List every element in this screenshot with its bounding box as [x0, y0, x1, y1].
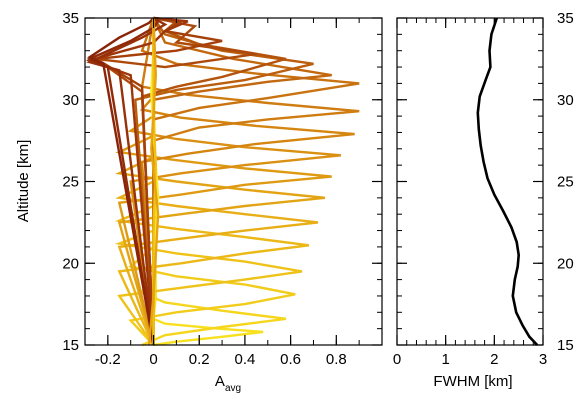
kernel-line-23	[147, 17, 160, 346]
kernel-line-15	[95, 16, 257, 346]
y-axis-label: Altitude [km]	[15, 140, 32, 223]
y-tick-label-left: 30	[62, 92, 79, 109]
kernel-lines	[85, 16, 360, 347]
y-tick-label-right: 30	[557, 92, 574, 109]
kernel-line-9	[139, 18, 355, 346]
fwhm-lines	[476, 17, 539, 346]
fwhm-panel: 0 1 2 3 15 20 25 30 35 FWHM [km]	[393, 10, 574, 390]
y-tick-label-left: 25	[62, 174, 79, 191]
fwhm-line-0	[476, 17, 539, 346]
x-tick-label: 0.2	[189, 351, 210, 368]
x-tick-label: 0	[149, 351, 157, 368]
x-tick-label: 0.4	[234, 351, 255, 368]
kernels-x-axis-label: Aavg	[215, 373, 241, 394]
kernel-line-12	[152, 17, 332, 345]
kernels-panel: -0.2 0 0.2 0.4 0.6 0.8 15 20 25 30 35 Aavg Altitu…	[15, 10, 383, 394]
fwhm-y-ticks: 15 20 25 30 35	[397, 10, 574, 354]
fwhm-x-axis-label: FWHM [km]	[433, 373, 512, 390]
x-tick-label: -0.2	[95, 351, 121, 368]
kernel-line-10	[140, 17, 360, 345]
kernel-line-6	[115, 18, 326, 346]
x-tick-label: 1	[441, 351, 449, 368]
kernels-x-ticks: -0.2 0 0.2 0.4 0.6 0.8	[95, 18, 383, 368]
x-tick-label: 2	[490, 351, 498, 368]
kernel-line-18	[86, 16, 168, 346]
x-tick-label: 3	[539, 351, 547, 368]
kernel-line-19	[86, 17, 160, 346]
y-tick-label-left: 15	[62, 337, 79, 354]
y-tick-label-right: 35	[557, 10, 574, 27]
fwhm-plot-frame	[396, 17, 544, 346]
x-tick-label: 0.6	[280, 351, 301, 368]
fwhm-x-ticks: 0 1 2 3	[393, 18, 547, 368]
y-tick-label-left: 35	[62, 10, 79, 27]
x-tick-label: 0	[393, 351, 401, 368]
y-tick-label-right: 15	[557, 337, 574, 354]
y-tick-label-right: 20	[557, 255, 574, 272]
y-tick-label-right: 25	[557, 174, 574, 191]
y-tick-label-left: 20	[62, 255, 79, 272]
kernel-line-16	[92, 16, 223, 346]
kernel-line-20	[87, 17, 155, 346]
kernels-y-ticks: 15 20 25 30 35	[62, 10, 382, 354]
x-tick-label: 0.8	[326, 351, 347, 368]
